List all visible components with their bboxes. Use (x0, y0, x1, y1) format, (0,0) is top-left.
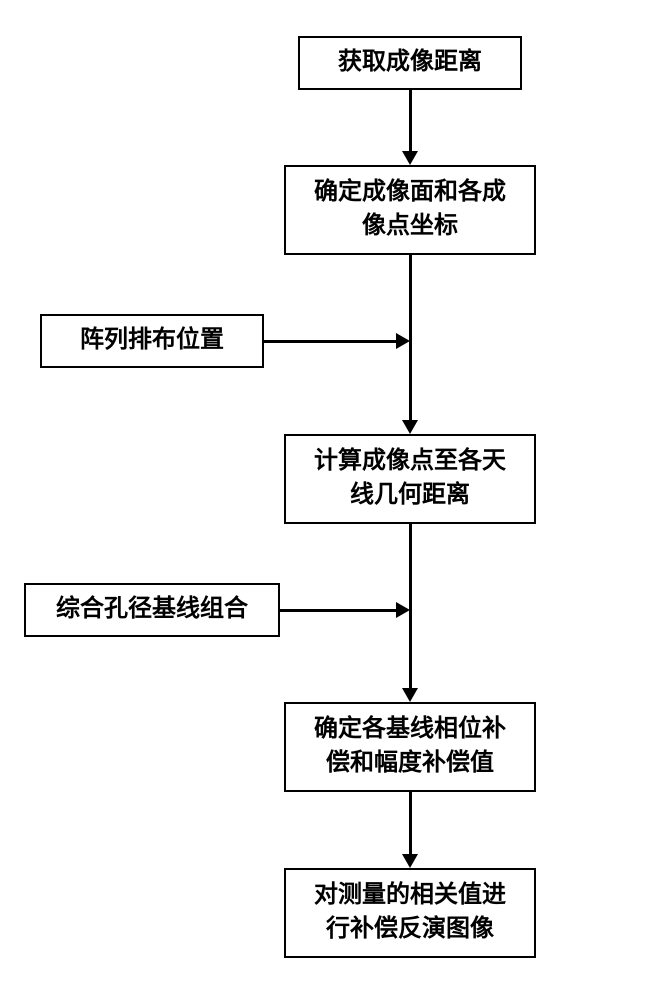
flowchart-node-label: 综合孔径基线组合 (56, 593, 248, 627)
arrow-head-icon (402, 854, 418, 868)
flowchart-node-n7: 对测量的相关值进行补偿反演图像 (284, 868, 536, 958)
arrow-head-icon (396, 602, 410, 618)
flowchart-node-label: 计算成像点至各天线几何距离 (304, 445, 516, 512)
flowchart-node-n3: 阵列排布位置 (40, 314, 264, 368)
flowchart-node-n4: 计算成像点至各天线几何距离 (284, 434, 536, 524)
arrow-head-icon (402, 420, 418, 434)
flowchart-edge (264, 340, 396, 343)
arrow-head-icon (402, 688, 418, 702)
flowchart-node-label: 阵列排布位置 (80, 324, 224, 358)
flowchart-node-label: 确定各基线相位补偿和幅度补偿值 (304, 713, 516, 780)
flowchart-node-n5: 综合孔径基线组合 (24, 583, 280, 637)
flowchart-node-label: 确定成像面和各成像点坐标 (304, 176, 516, 243)
arrow-head-icon (402, 151, 418, 165)
flowchart-edge (409, 90, 412, 151)
flowchart-node-n6: 确定各基线相位补偿和幅度补偿值 (284, 702, 536, 792)
flowchart-edge (409, 792, 412, 854)
flowchart-node-n2: 确定成像面和各成像点坐标 (284, 165, 536, 255)
flowchart-edge (280, 609, 396, 612)
flowchart-node-label: 对测量的相关值进行补偿反演图像 (304, 879, 516, 946)
flowchart-node-label: 获取成像距离 (338, 46, 482, 80)
flowchart: 获取成像距离确定成像面和各成像点坐标阵列排布位置计算成像点至各天线几何距离综合孔… (0, 0, 667, 1000)
arrow-head-icon (396, 333, 410, 349)
flowchart-node-n1: 获取成像距离 (298, 36, 522, 90)
